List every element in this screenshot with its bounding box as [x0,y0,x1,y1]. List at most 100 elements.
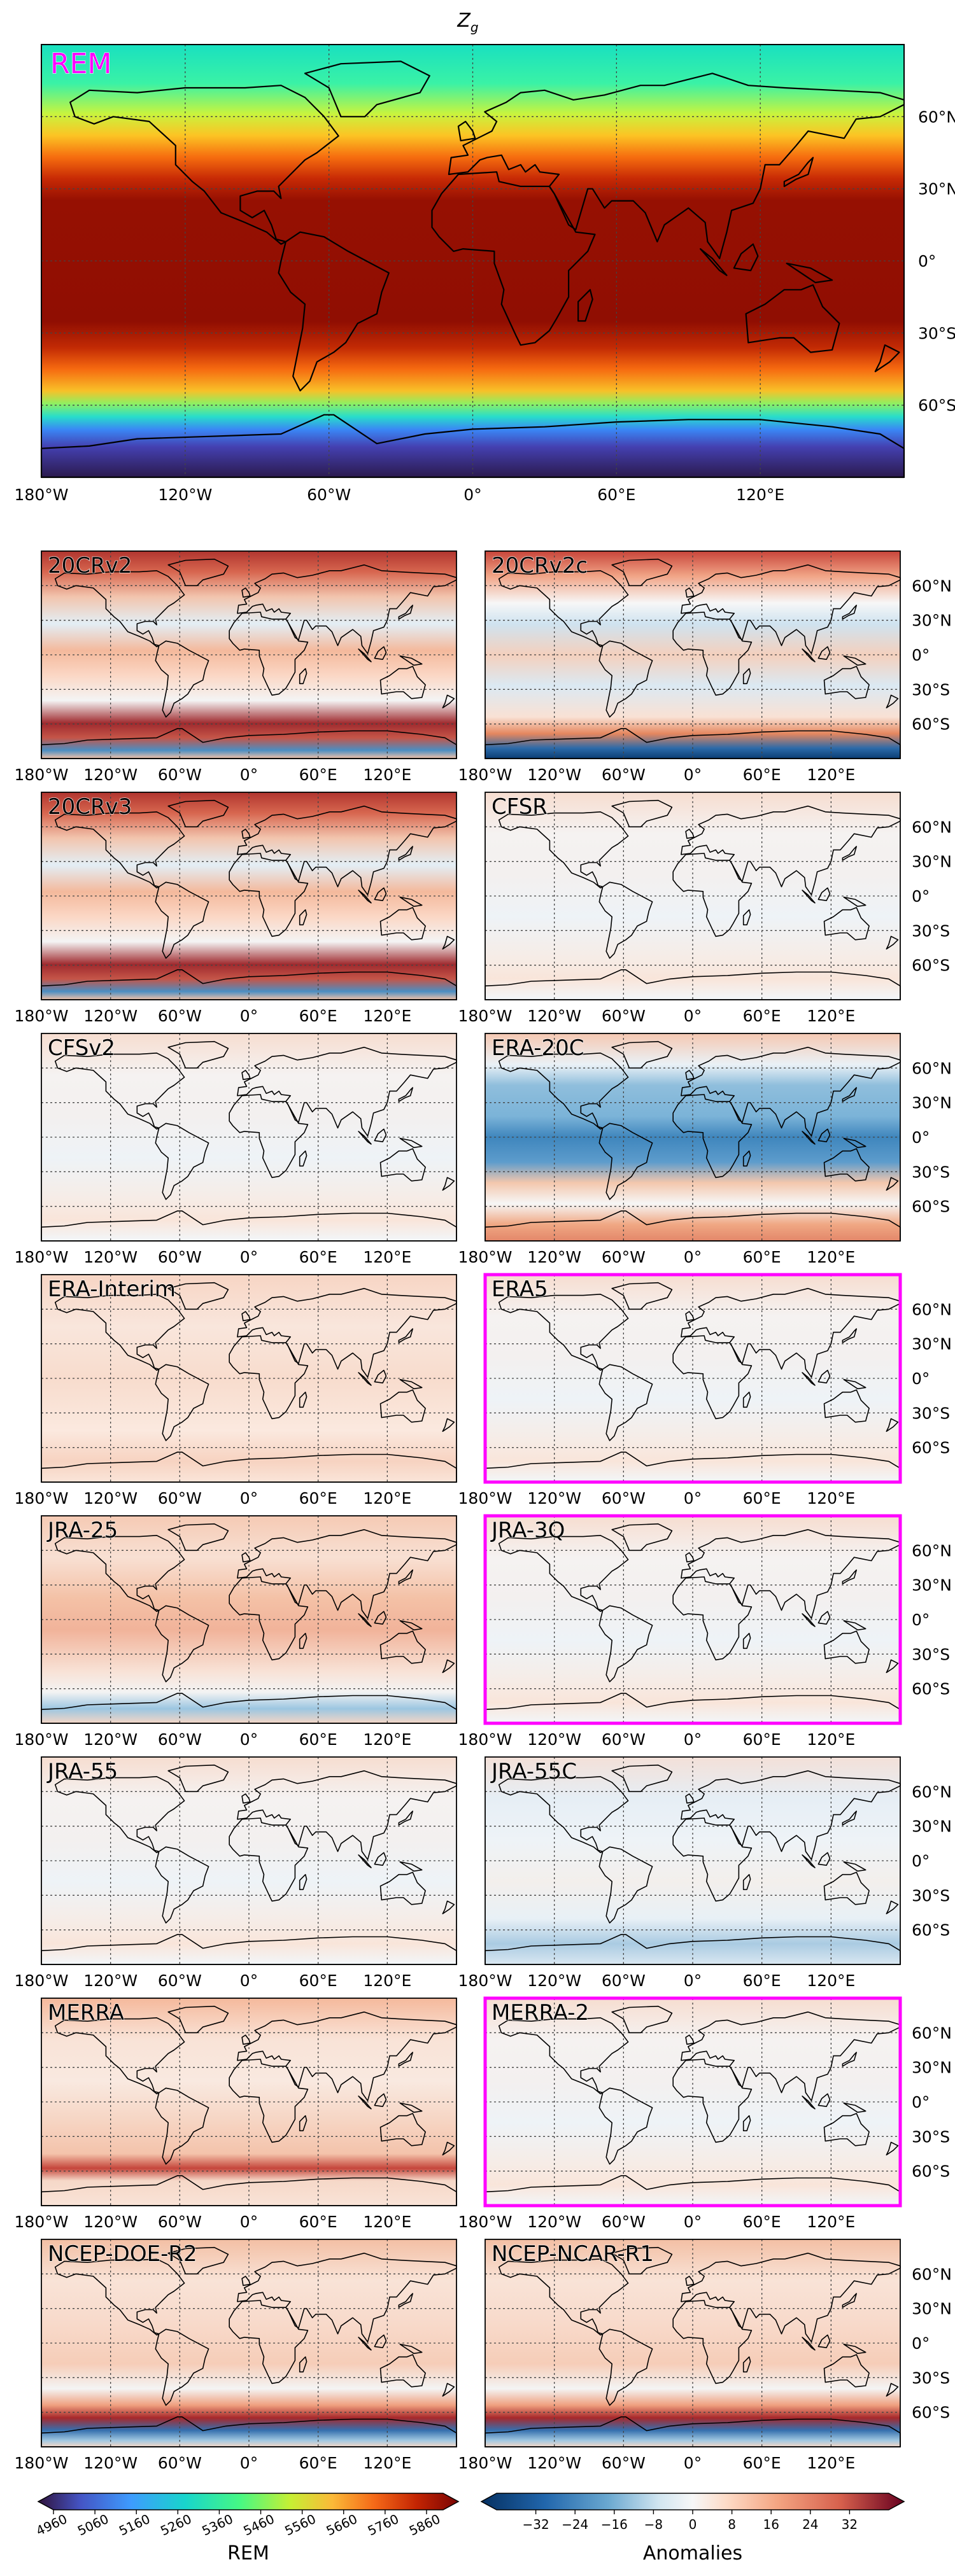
gridlines [41,1033,456,1241]
panel-coastlines [485,1282,901,1483]
colorbar-tick-label: −32 [522,2517,549,2532]
coastline-sumatra [358,2337,372,2351]
gridlines [41,1516,456,1723]
panel-label: JRA-3Q [490,1518,565,1543]
colorbar-tick-label: −24 [562,2517,588,2532]
coastline-borneo [817,1128,831,1142]
panel-frame [41,1998,457,2206]
main-lat-tick: 0° [918,252,936,270]
colorbar-tick-label: 5560 [283,2511,318,2538]
panel-label: 20CRv3 [48,794,132,820]
coastline-sumatra [358,648,372,662]
lon-tick: 0° [240,1489,258,1508]
coastline-eurasia [681,805,901,895]
coastline-greenland [611,1040,673,1069]
panel-coastlines [41,799,457,1000]
lon-tick: 60°W [602,1971,646,1990]
colorbar-tick-label: 4960 [34,2511,69,2538]
coastline-ng [843,2103,867,2113]
lon-tick: 0° [240,1971,258,1990]
lat-tick: 0° [912,2334,930,2353]
coastline-northAmerica [54,811,185,889]
lon-tick: 60°W [158,2213,202,2231]
coastline-japan [398,1087,414,1102]
anomaly-panel-jra-3q: JRA-3Q 60°N 30°N 0° 30°S 60°S 180°W 120°W 60°W 0°… [458,1514,952,1749]
lon-tick: 120°E [363,1248,411,1266]
lat-tick: 60°N [912,1300,952,1319]
main-lon-tick: 60°E [597,486,635,504]
coastline-antarctica [485,1452,901,1483]
lat-tick: 60°N [912,818,952,836]
lat-tick: 30°S [912,1163,950,1181]
coastline-ng [399,2103,423,2113]
coastline-northAmerica [498,811,629,889]
coastline-japan [842,1087,857,1102]
coastline-northAmerica [498,1776,629,1854]
panel-frame [41,1033,457,1242]
coastline-antarctica [485,1693,901,1724]
panel-coastlines [485,1764,901,1965]
lon-tick: 60°E [743,1971,781,1990]
coastline-madagascar [299,1873,308,1891]
gridlines [485,2239,900,2447]
lat-tick: 30°S [912,1886,950,1905]
coastline-africa [672,1094,753,1179]
coastline-ng [399,1379,423,1390]
lon-tick: 60°W [602,766,646,784]
coastline-eurasia [237,2011,457,2101]
coastline-madagascar [742,1632,751,1649]
coastline-newzealand [874,344,900,372]
coastline-australia [379,1872,426,1905]
lon-tick: 120°E [807,1007,855,1025]
coastline-ng [843,1861,867,1872]
panel-frame [485,792,901,1000]
coastline-uk [685,2276,695,2286]
coastline-australia [823,1389,870,1423]
coastline-greenland [167,2005,229,2034]
lat-tick: 30°S [912,680,950,699]
coastline-australia [379,1148,426,1182]
gridlines [41,792,456,1000]
coastline-eurasia [237,1529,457,1619]
panel-frame [41,1274,457,1483]
lon-tick: 120°E [363,2454,411,2472]
coastline-ng [843,1379,867,1390]
coastline-japan [842,2052,857,2067]
coastline-northAmerica [498,1053,629,1130]
coastline-southAmerica [598,881,653,959]
anomaly-panel-jra-25: JRA-25 180°W 120°W 60°W 0° 60°E 120°E [15,1515,457,1749]
coastline-southAmerica [598,640,653,718]
coastline-sumatra [358,890,372,904]
panel-frame [41,792,457,1000]
coastline-africa [229,2059,309,2143]
lon-tick: 120°W [527,1971,581,1990]
lon-tick: 0° [240,1730,258,1749]
panel-frame [485,1756,901,1965]
coastline-newzealand [442,935,455,950]
panel-label: 20CRv2c [492,553,588,578]
lon-tick: 180°W [15,1971,69,1990]
lon-tick: 60°W [602,2213,646,2231]
lat-tick: 0° [912,1369,930,1388]
lon-tick: 120°E [363,1730,411,1749]
coastline-southAmerica [598,1364,653,1441]
lon-tick: 120°E [807,2213,855,2231]
coastline-antarctica [41,728,457,759]
coastline-australia [379,1630,426,1664]
lon-tick: 60°W [158,1971,202,1990]
coastline-ng [843,2344,867,2355]
coastline-eurasia [681,1529,901,1619]
colorbar-tick-label: 5360 [199,2511,235,2538]
coastline-ng [399,1620,423,1631]
colorbar-tick-label: 16 [763,2517,779,2532]
coastline-northAmerica [54,1535,185,1613]
lat-tick: 30°S [912,2127,950,2146]
coastline-northAmerica [54,1294,185,1371]
coastline-africa [672,2300,753,2384]
anomaly-panel-era-20c: ERA-20C 60°N 30°N 0° 30°S 60°S 180°W 120°W 60°W 0… [458,1033,952,1266]
lon-tick: 60°W [158,766,202,784]
coastline-newzealand [442,1900,455,1915]
lat-tick: 30°N [912,1094,952,1112]
panel-frame [41,1756,457,1965]
lat-tick: 60°S [912,1680,950,1698]
